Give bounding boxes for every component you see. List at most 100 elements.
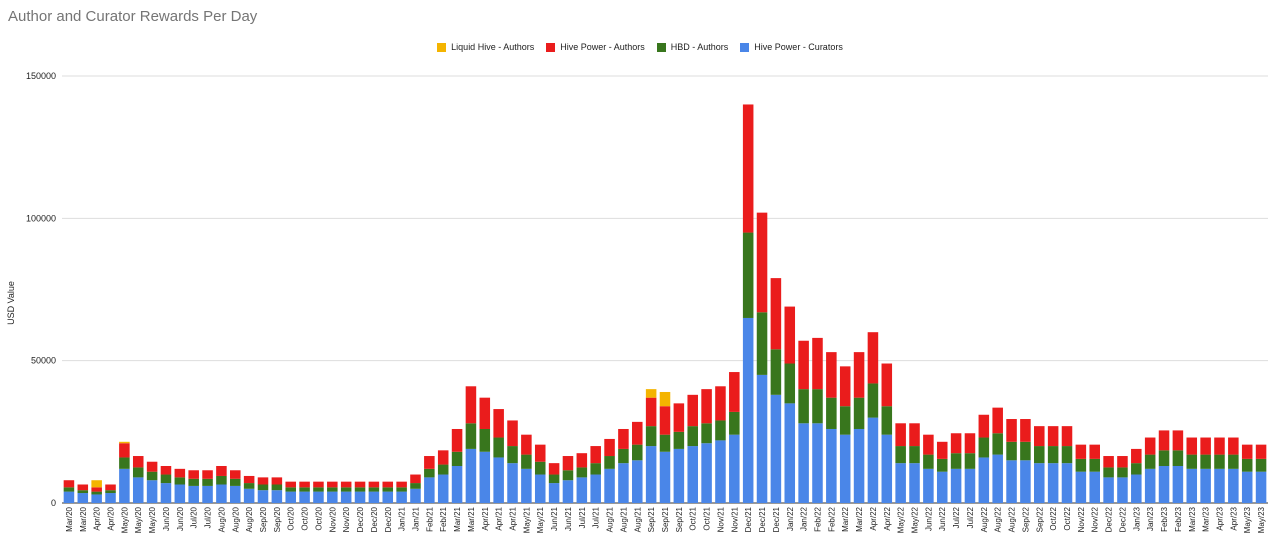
bar-segment bbox=[410, 488, 421, 503]
bar-segment bbox=[396, 481, 407, 488]
x-tick-label: Jul/22 bbox=[966, 506, 975, 528]
legend-label: Hive Power - Authors bbox=[560, 42, 645, 52]
bar-segment bbox=[1214, 454, 1225, 469]
bar-segment bbox=[673, 448, 685, 503]
bar-segment bbox=[77, 490, 89, 494]
legend-item[interactable]: HBD - Authors bbox=[656, 42, 729, 52]
bar-segment bbox=[396, 491, 407, 503]
bar-segment bbox=[992, 433, 1003, 455]
bar-segment bbox=[1228, 468, 1239, 503]
bar-segment bbox=[867, 332, 879, 384]
bar-segment bbox=[1020, 419, 1031, 442]
bar-segment bbox=[798, 423, 809, 503]
bar-segment bbox=[146, 471, 158, 481]
legend-item[interactable]: Liquid Hive - Authors bbox=[437, 42, 534, 52]
bar-segment bbox=[895, 423, 906, 447]
legend-item[interactable]: Hive Power - Curators bbox=[740, 42, 843, 52]
bar-segment bbox=[521, 468, 532, 503]
x-tick-label: Dec/21 bbox=[744, 506, 753, 532]
bar-segment bbox=[1186, 437, 1198, 455]
bar-segment bbox=[784, 306, 796, 364]
legend-item[interactable]: Hive Power - Authors bbox=[546, 42, 645, 52]
bar-segment bbox=[1117, 477, 1128, 503]
bar-segment bbox=[687, 446, 698, 503]
bar-segment bbox=[687, 394, 698, 427]
x-tick-label: Aug/21 bbox=[633, 506, 642, 532]
bar-segment bbox=[410, 474, 421, 484]
bar-segment bbox=[576, 453, 588, 468]
bar-segment bbox=[645, 446, 657, 503]
bar-segment bbox=[202, 470, 213, 479]
bar-segment bbox=[618, 463, 629, 503]
bar-segment bbox=[839, 406, 851, 435]
bar-segment bbox=[424, 477, 435, 503]
bar-segment bbox=[285, 481, 296, 488]
bar-segment bbox=[909, 446, 920, 464]
bar-segment bbox=[1144, 437, 1156, 455]
bar-segment bbox=[645, 397, 657, 427]
bar-segment bbox=[91, 491, 102, 495]
bar-segment bbox=[923, 468, 934, 503]
legend-label: HBD - Authors bbox=[670, 42, 729, 52]
bar-segment bbox=[271, 477, 283, 485]
bar-segment bbox=[216, 484, 227, 503]
bar-segment bbox=[424, 468, 435, 478]
x-tick-label: Jan/22 bbox=[786, 506, 795, 531]
bar-segment bbox=[1089, 444, 1100, 459]
bar-segment bbox=[964, 433, 976, 454]
legend-swatch-hbd-authors bbox=[656, 42, 666, 52]
x-tick-label: May/22 bbox=[911, 506, 920, 533]
bar-segment bbox=[382, 491, 394, 503]
bar-segment bbox=[978, 457, 990, 503]
bar-segment bbox=[63, 480, 75, 488]
x-tick-label: Oct/20 bbox=[301, 506, 310, 530]
bar-segment bbox=[548, 474, 560, 484]
bar-segment bbox=[437, 464, 449, 475]
bar-segment bbox=[354, 491, 366, 503]
chart-title: Author and Curator Rewards Per Day bbox=[8, 8, 258, 25]
bar-segment bbox=[992, 454, 1003, 503]
bar-segment bbox=[285, 491, 296, 503]
bar-segment bbox=[507, 420, 518, 447]
y-tick-label: 50000 bbox=[31, 356, 56, 366]
bar-segment bbox=[992, 407, 1003, 434]
bar-segment bbox=[923, 454, 934, 469]
bar-segment bbox=[521, 434, 532, 455]
bar-segment bbox=[950, 433, 962, 454]
bar-segment bbox=[1089, 471, 1100, 503]
bar-segment bbox=[105, 493, 116, 503]
bar-segment bbox=[936, 441, 948, 459]
x-tick-label: Sep/22 bbox=[1035, 506, 1044, 532]
x-tick-label: Sep/21 bbox=[661, 506, 670, 532]
bar-segment bbox=[216, 475, 227, 485]
bar-segment bbox=[701, 389, 712, 424]
bar-segment bbox=[1186, 454, 1198, 469]
bar-segment bbox=[1255, 458, 1267, 472]
x-tick-label: May/21 bbox=[522, 506, 531, 533]
x-tick-label: May/20 bbox=[134, 506, 143, 533]
bar-segment bbox=[659, 434, 671, 452]
bar-segment bbox=[867, 417, 879, 503]
bar-segment bbox=[978, 437, 990, 458]
x-tick-label: Apr/20 bbox=[107, 506, 116, 530]
bar-segment bbox=[368, 487, 380, 492]
x-tick-label: Mar/23 bbox=[1188, 506, 1197, 531]
x-tick-label: Jan/23 bbox=[1132, 506, 1141, 531]
x-tick-label: Sep/21 bbox=[675, 506, 684, 532]
x-tick-label: Dec/22 bbox=[1118, 506, 1127, 532]
x-tick-label: May/23 bbox=[1257, 506, 1266, 533]
bar-segment bbox=[881, 406, 893, 435]
bar-segment bbox=[257, 490, 269, 503]
bar-segment bbox=[465, 386, 477, 424]
bar-segment bbox=[340, 481, 352, 488]
bar-segment bbox=[632, 444, 643, 461]
bar-segment bbox=[632, 421, 643, 445]
bar-segment bbox=[299, 487, 310, 492]
bar-segment bbox=[1034, 446, 1045, 464]
x-tick-label: Aug/22 bbox=[994, 506, 1003, 532]
bar-segment bbox=[1214, 437, 1225, 455]
bar-segment bbox=[645, 426, 657, 447]
x-tick-label: Jul/22 bbox=[952, 506, 961, 528]
bar-segment bbox=[299, 491, 310, 503]
bar-segment bbox=[964, 468, 976, 503]
